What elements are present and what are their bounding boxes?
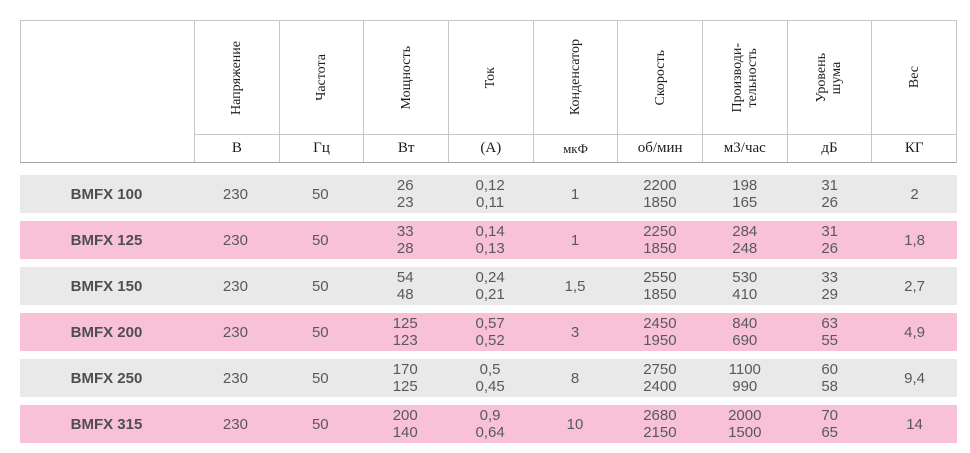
- value-cell-airflow: 284 248: [732, 223, 758, 257]
- value-cell-frequency: 50: [311, 323, 329, 341]
- value-cell-speed: 2750 2400: [643, 361, 677, 395]
- unit-cell-frequency: Гц: [278, 134, 364, 162]
- value-cell-current: 0,12 0,11: [475, 177, 505, 211]
- value-cell-capacitor: 3: [570, 323, 580, 341]
- table-row-bmfx-250: BMFX 250 230 50 170 125 0,5 0,45 8 2750 2400 1100 9…: [20, 359, 957, 397]
- value-cell-speed: 2250 1850: [643, 223, 677, 257]
- value-cell-noise: 31 26: [821, 223, 838, 257]
- value-cell-weight: 9,4: [904, 369, 925, 387]
- value-cell-airflow: 530 410: [732, 269, 758, 303]
- column-header-voltage: Напряжение: [194, 21, 279, 134]
- value-cell-noise: 60 58: [821, 361, 838, 395]
- unit-cell-airflow: м3/час: [701, 134, 787, 162]
- value-cell-weight: 4,9: [904, 323, 925, 341]
- column-header-weight: Вес: [871, 21, 956, 134]
- value-cell-voltage: 230: [222, 185, 248, 203]
- value-cell-current: 0,24 0,21: [475, 269, 505, 303]
- column-header-label: Производи-тельность: [729, 42, 760, 113]
- table-row-bmfx-100: BMFX 100 230 50 26 23 0,12 0,11 1 2200 1850 198 165…: [20, 175, 957, 213]
- unit-cell-noise: дБ: [786, 134, 872, 162]
- column-header-label: Мощность: [398, 45, 414, 110]
- value-cell-power: 54 48: [396, 269, 414, 303]
- value-cell-voltage: 230: [222, 323, 248, 341]
- column-header-airflow: Производи-тельность: [701, 21, 787, 134]
- value-cell-frequency: 50: [311, 231, 329, 249]
- model-name: BMFX 125: [70, 231, 143, 249]
- unit-cell-power: Вт: [363, 134, 448, 162]
- value-cell-noise: 70 65: [821, 407, 838, 441]
- value-cell-power: 125 123: [392, 315, 418, 349]
- value-cell-voltage: 230: [222, 277, 248, 295]
- column-header-speed: Скорость: [617, 21, 702, 134]
- value-cell-weight: 2,7: [904, 277, 925, 295]
- value-cell-airflow: 2000 1500: [728, 407, 762, 441]
- value-cell-voltage: 230: [222, 231, 248, 249]
- value-cell-airflow: 1100 990: [728, 361, 761, 395]
- column-header-label: Ток: [483, 66, 499, 89]
- unit-cell-voltage: В: [194, 134, 279, 162]
- column-header-label: Вес: [906, 66, 922, 89]
- model-name: BMFX 200: [70, 323, 143, 341]
- value-cell-speed: 2680 2150: [643, 407, 677, 441]
- model-name: BMFX 150: [70, 277, 143, 295]
- value-cell-noise: 31 26: [821, 177, 838, 211]
- model-name: BMFX 315: [70, 415, 143, 433]
- value-cell-capacitor: 1: [570, 231, 580, 249]
- header-corner-cell: [21, 21, 194, 162]
- unit-cell-weight: КГ: [871, 134, 956, 162]
- value-cell-current: 0,5 0,45: [475, 361, 505, 395]
- value-cell-voltage: 230: [222, 369, 248, 387]
- column-header-label: Скорость: [652, 49, 668, 106]
- table-body: BMFX 100 230 50 26 23 0,12 0,11 1 2200 1850 198 165…: [20, 175, 957, 443]
- value-cell-frequency: 50: [311, 369, 329, 387]
- value-cell-weight: 14: [906, 415, 923, 433]
- value-cell-frequency: 50: [311, 277, 329, 295]
- value-cell-speed: 2550 1850: [643, 269, 677, 303]
- value-cell-noise: 63 55: [821, 315, 838, 349]
- value-cell-noise: 33 29: [821, 269, 838, 303]
- column-header-current: Ток: [447, 21, 533, 134]
- table-row-bmfx-315: BMFX 315 230 50 200 140 0,9 0,64 10 2680 2150 2000…: [20, 405, 957, 443]
- table-row-bmfx-125: BMFX 125 230 50 33 28 0,14 0,13 1 2250 1850 284 248…: [20, 221, 957, 259]
- value-cell-current: 0,57 0,52: [475, 315, 505, 349]
- column-header-power: Мощность: [363, 21, 448, 134]
- value-cell-weight: 1,8: [904, 231, 925, 249]
- value-cell-power: 170 125: [392, 361, 418, 395]
- value-cell-airflow: 198 165: [732, 177, 758, 211]
- column-header-label: Конденсатор: [567, 39, 583, 116]
- value-cell-frequency: 50: [311, 185, 329, 203]
- value-cell-capacitor: 1: [570, 185, 580, 203]
- column-header-noise: Уровень шума: [786, 21, 872, 134]
- model-name: BMFX 100: [70, 185, 143, 203]
- column-header-label: Частота: [313, 54, 329, 101]
- value-cell-current: 0,14 0,13: [475, 223, 505, 257]
- value-cell-weight: 2: [910, 185, 919, 203]
- unit-cell-current: (А): [447, 134, 533, 162]
- unit-cell-speed: об/мин: [617, 134, 702, 162]
- unit-cell-capacitor: мкФ: [532, 134, 618, 162]
- value-cell-power: 33 28: [396, 223, 414, 257]
- column-header-label: Напряжение: [229, 40, 245, 115]
- column-header-label: Уровень шума: [814, 52, 845, 103]
- spec-table: Напряжение Частота Мощность Ток Конденсатор С…: [20, 20, 957, 451]
- value-cell-current: 0,9 0,64: [475, 407, 505, 441]
- value-cell-voltage: 230: [222, 415, 248, 433]
- value-cell-airflow: 840 690: [732, 315, 758, 349]
- value-cell-capacitor: 1,5: [564, 277, 586, 295]
- table-row-bmfx-150: BMFX 150 230 50 54 48 0,24 0,21 1,5 2550 1850 530 4…: [20, 267, 957, 305]
- value-cell-frequency: 50: [311, 415, 329, 433]
- value-cell-capacitor: 8: [570, 369, 580, 387]
- value-cell-speed: 2450 1950: [643, 315, 677, 349]
- value-cell-power: 200 140: [392, 407, 418, 441]
- column-header-capacitor: Конденсатор: [532, 21, 618, 134]
- value-cell-power: 26 23: [396, 177, 414, 211]
- value-cell-capacitor: 10: [566, 415, 584, 433]
- table-header: Напряжение Частота Мощность Ток Конденсатор С…: [20, 20, 957, 163]
- table-row-bmfx-200: BMFX 200 230 50 125 123 0,57 0,52 3 2450 1950 840 6…: [20, 313, 957, 351]
- column-header-frequency: Частота: [278, 21, 364, 134]
- model-name: BMFX 250: [70, 369, 143, 387]
- value-cell-speed: 2200 1850: [643, 177, 677, 211]
